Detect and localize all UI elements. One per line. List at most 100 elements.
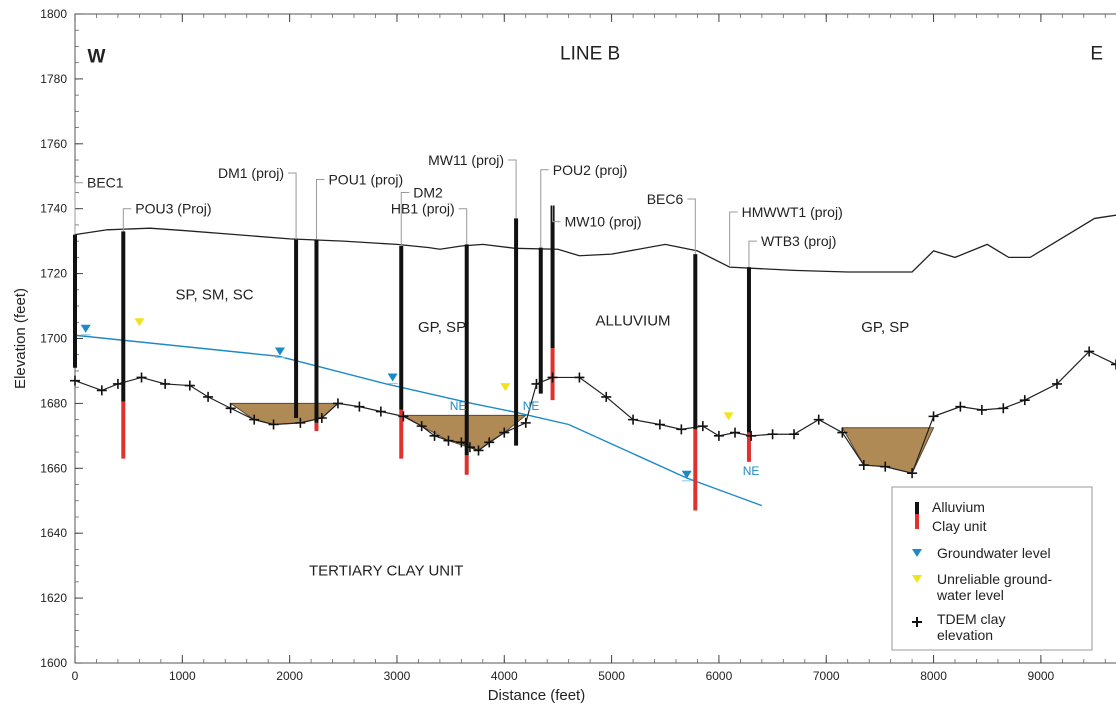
tdem-point <box>955 401 966 412</box>
tdem-point <box>767 429 778 440</box>
well-leader-line <box>540 169 549 248</box>
tdem-point <box>713 430 724 441</box>
tdem-point <box>443 435 454 446</box>
chart-title: LINE B <box>560 43 620 64</box>
tdem-point <box>484 437 495 448</box>
section-annotation: ALLUVIUM <box>596 313 671 330</box>
unreliable-groundwater-marker <box>134 318 145 327</box>
well-label: POU2 (proj) <box>553 162 628 178</box>
tdem-point <box>789 429 800 440</box>
tdem-point <box>858 460 869 471</box>
tdem-point <box>70 375 80 386</box>
x-tick-label: 5000 <box>598 669 625 683</box>
tdem-point <box>697 421 708 432</box>
y-tick-label: 1660 <box>40 461 67 475</box>
tdem-point <box>136 372 147 383</box>
y-tick-label: 1600 <box>40 656 67 670</box>
unreliable-groundwater-marker <box>723 412 734 421</box>
x-tick-label: 9000 <box>1028 669 1055 683</box>
well-label: HB1 (proj) <box>391 201 455 217</box>
well-label: DM2 <box>413 184 443 200</box>
tdem-point <box>268 419 279 430</box>
tdem-point <box>998 403 1009 414</box>
section-annotation: NE <box>450 399 467 413</box>
y-tick-label: 1640 <box>40 526 67 540</box>
tdem-point <box>354 401 365 412</box>
tdem-point <box>880 461 891 472</box>
well-label: MW11 (proj) <box>428 152 504 168</box>
section-annotation: NE <box>523 399 540 413</box>
groundwater-marker <box>681 470 692 479</box>
x-axis-title: Distance (feet) <box>488 687 586 704</box>
legend-box <box>891 486 1093 651</box>
well-leader-line <box>687 198 696 255</box>
y-tick-label: 1740 <box>40 202 67 216</box>
tdem-point <box>601 391 612 402</box>
tdem-point <box>295 417 306 428</box>
tdem-point <box>746 430 757 441</box>
ground-surface-line <box>74 214 1116 273</box>
tdem-point <box>332 398 343 409</box>
well-leader-line <box>552 205 561 223</box>
well-leader-line <box>458 208 468 245</box>
y-tick-label: 1780 <box>40 72 67 86</box>
tdem-point <box>429 430 440 441</box>
tdem-point <box>676 424 687 435</box>
legend-unreliable-label-1: Unreliable ground- <box>937 571 1053 587</box>
tdem-point <box>628 414 639 425</box>
tdem-point <box>730 427 741 438</box>
tdem-point <box>184 380 195 391</box>
x-tick-label: 8000 <box>920 669 947 683</box>
legend-groundwater-label: Groundwater level <box>937 545 1051 561</box>
groundwater-marker <box>274 347 285 356</box>
markers <box>70 318 1116 482</box>
tdem-point <box>654 419 665 430</box>
well-leader-line <box>122 208 132 232</box>
x-tick-label: 6000 <box>706 669 733 683</box>
x-tick-label: 3000 <box>384 669 411 683</box>
y-tick-label: 1620 <box>40 591 67 605</box>
clay-pockets <box>229 402 935 474</box>
x-tick-label: 1000 <box>169 669 196 683</box>
tdem-point <box>456 437 467 448</box>
well-label: BEC6 <box>647 191 684 207</box>
y-tick-label: 1680 <box>40 396 67 410</box>
tdem-point <box>316 413 327 424</box>
well-label: HMWWT1 (proj) <box>742 204 843 220</box>
y-tick-label: 1760 <box>40 137 67 151</box>
well-leader-line <box>400 191 410 247</box>
west-label: W <box>87 47 105 68</box>
profile-lines <box>74 214 1116 507</box>
tdem-point <box>520 417 531 428</box>
tdem-point <box>928 411 939 422</box>
tdem-point <box>531 378 542 389</box>
labels: 0 1000 2000 3000 4000 5000 6000 7000 8000 9000 160… <box>12 7 1103 704</box>
tdem-point <box>1019 395 1030 406</box>
tdem-point <box>225 403 236 414</box>
x-tick-label: 4000 <box>491 669 518 683</box>
legend-tdem-label-1: TDEM clay <box>937 611 1005 627</box>
tdem-point <box>249 414 260 425</box>
tdem-point <box>464 442 475 453</box>
x-tick-label: 2000 <box>276 669 303 683</box>
tdem-point <box>398 411 409 422</box>
well-label: POU1 (proj) <box>328 171 403 187</box>
well-leader-line <box>508 159 517 219</box>
y-tick-label: 1800 <box>40 7 67 21</box>
tdem-point <box>1111 359 1116 370</box>
well-label: DM1 (proj) <box>218 165 284 181</box>
tdem-point <box>96 385 107 396</box>
y-tick-label: 1720 <box>40 267 67 281</box>
tdem-point <box>1051 378 1062 389</box>
well-leader-line <box>74 182 83 235</box>
section-annotation: GP, SP <box>418 319 466 336</box>
legend: Alluvium Clay unit Groundwater level Unreli… <box>891 486 1093 651</box>
well-leader-line <box>315 178 325 240</box>
tdem-point <box>976 404 987 415</box>
well-label: MW10 (proj) <box>565 214 642 230</box>
legend-tdem-label-2: elevation <box>937 627 993 643</box>
legend-clay-label: Clay unit <box>932 518 987 534</box>
x-tick-label: 7000 <box>813 669 840 683</box>
section-annotation: NE <box>743 464 760 478</box>
well-label: BEC1 <box>87 175 124 191</box>
